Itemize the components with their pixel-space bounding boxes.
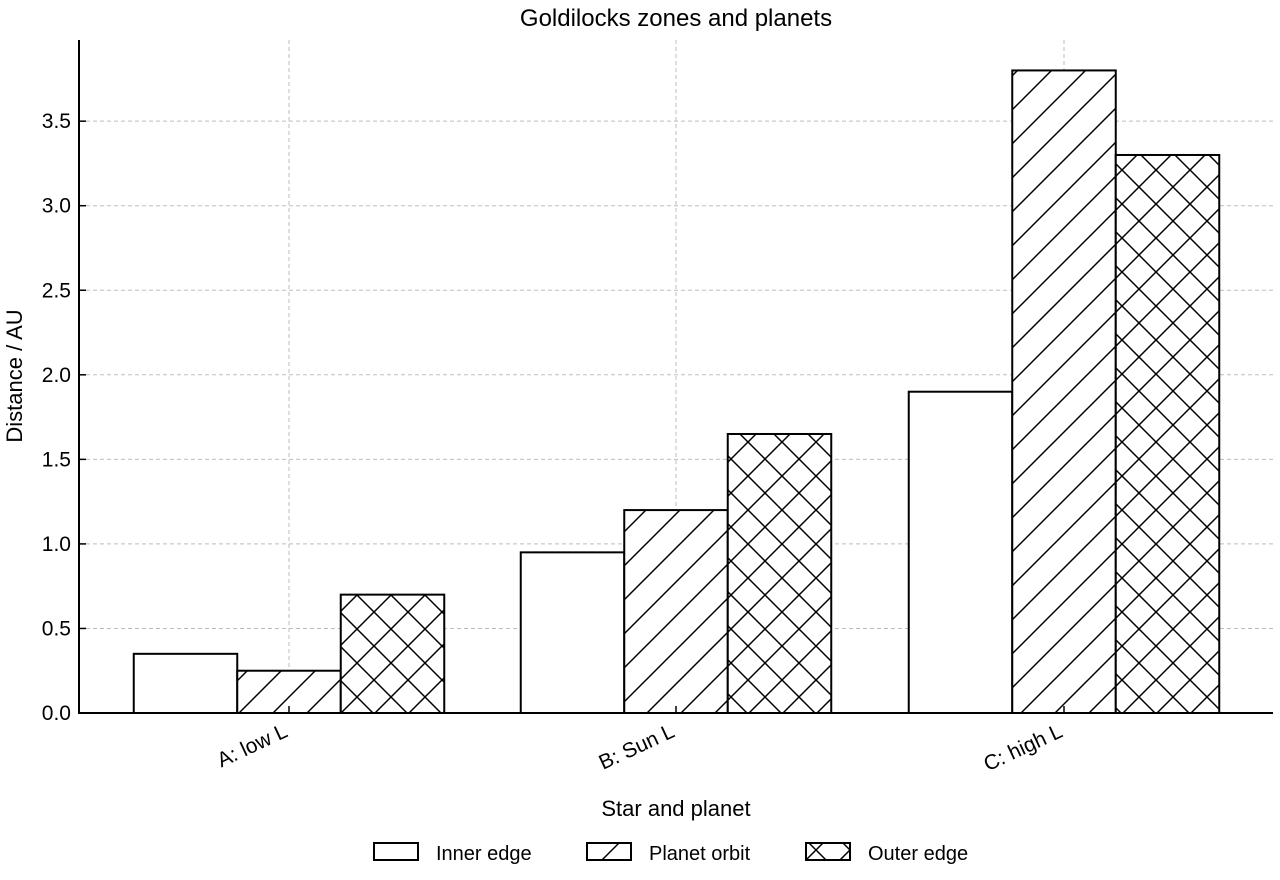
- y-tick-label: 3.5: [42, 110, 71, 133]
- x-tick-label: C: high L: [980, 720, 1066, 776]
- bar-outer-edge: [726, 432, 833, 714]
- x-axis-label: Star and planet: [601, 796, 750, 821]
- x-tick-label: A: low L: [214, 720, 291, 772]
- y-axis-ticks: 0.0 0.5 1.0 1.5 2.0 2.5 3.0 3.5: [42, 110, 86, 725]
- legend-swatch: [805, 842, 851, 861]
- y-tick-label: 0.5: [42, 617, 71, 640]
- bar-outer-edge: [1114, 153, 1221, 714]
- y-tick-label: 2.0: [42, 364, 71, 387]
- legend-swatch: [373, 842, 419, 861]
- y-tick-label: 0.0: [42, 702, 71, 725]
- legend-label: Planet orbit: [649, 843, 751, 865]
- bar-planet-orbit: [236, 669, 342, 715]
- y-tick-label: 1.5: [42, 448, 71, 471]
- legend-label: Outer edge: [868, 843, 968, 865]
- bar-outer-edge: [339, 593, 446, 715]
- legend-label: Inner edge: [436, 843, 532, 865]
- x-axis-ticks: A: low L B: Sun L C: high L: [214, 706, 1066, 776]
- y-axis-label: Distance / AU: [2, 309, 27, 442]
- bar-planet-orbit: [623, 509, 729, 714]
- y-tick-label: 1.0: [42, 533, 71, 556]
- y-tick-label: 3.0: [42, 195, 71, 218]
- chart-title: Goldilocks zones and planets: [520, 5, 832, 32]
- bar-planet-orbit: [1011, 69, 1117, 714]
- x-tick-label: B: Sun L: [595, 720, 678, 775]
- y-tick-label: 2.5: [42, 279, 71, 302]
- bar-inner-edge: [132, 652, 239, 715]
- legend-swatch: [586, 842, 632, 861]
- bar-inner-edge: [519, 551, 626, 715]
- legend: Inner edge Planet orbit Outer edge: [373, 842, 968, 865]
- bar-inner-edge: [907, 390, 1014, 714]
